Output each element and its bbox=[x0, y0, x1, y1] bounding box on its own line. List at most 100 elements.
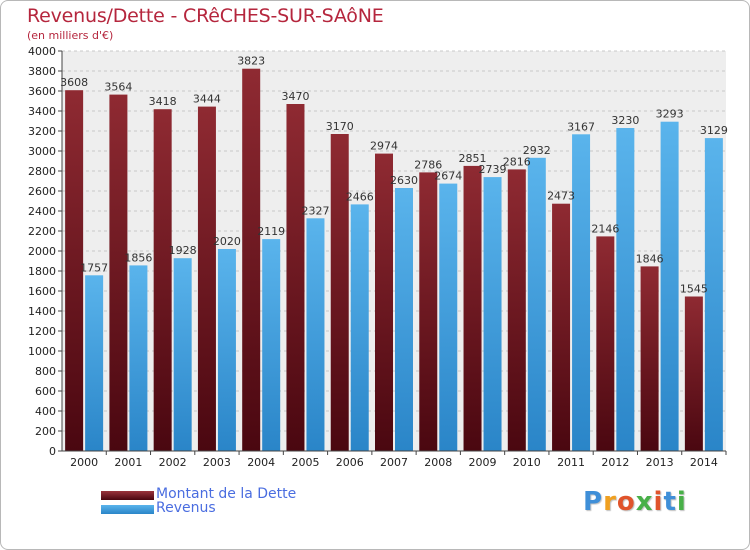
x-tick-label: 2009 bbox=[469, 456, 497, 469]
bar-dette bbox=[330, 134, 349, 451]
bar-dette bbox=[153, 109, 172, 451]
data-label-dette: 3170 bbox=[326, 120, 354, 133]
bar-revenus bbox=[306, 218, 325, 451]
data-label-revenus: 3129 bbox=[700, 124, 728, 137]
data-label-dette: 2816 bbox=[503, 155, 531, 168]
x-tick-label: 2007 bbox=[380, 456, 408, 469]
bar-dette bbox=[463, 165, 482, 451]
data-label-revenus: 2739 bbox=[479, 163, 507, 176]
y-tick-label: 1600 bbox=[28, 285, 56, 298]
data-label-dette: 3444 bbox=[193, 93, 221, 106]
bar-revenus bbox=[85, 275, 104, 451]
bar-revenus bbox=[262, 239, 281, 451]
bar-dette bbox=[596, 236, 615, 451]
y-tick-label: 3600 bbox=[28, 85, 56, 98]
bar-revenus bbox=[616, 128, 635, 451]
x-tick-label: 2014 bbox=[690, 456, 718, 469]
bar-revenus bbox=[129, 265, 148, 451]
data-label-revenus: 2674 bbox=[434, 170, 462, 183]
data-label-dette: 2851 bbox=[459, 152, 487, 165]
data-label-revenus: 2119 bbox=[257, 225, 285, 238]
logo-letter: i bbox=[676, 487, 687, 517]
y-tick-label: 400 bbox=[35, 405, 56, 418]
data-label-dette: 1545 bbox=[680, 283, 708, 296]
bar-dette bbox=[507, 169, 526, 451]
axes bbox=[58, 50, 727, 455]
bar-dette bbox=[419, 172, 438, 451]
bar-revenus bbox=[572, 134, 591, 452]
data-label-revenus: 3293 bbox=[656, 108, 684, 121]
x-tick-label: 2008 bbox=[424, 456, 452, 469]
bar-revenus bbox=[527, 157, 546, 452]
y-tick-label: 3000 bbox=[28, 145, 56, 158]
data-label-dette: 2473 bbox=[547, 190, 575, 203]
labels: 0 200 400 600 800 1000 1200 1400 1600 1800 2000 220… bbox=[28, 45, 728, 469]
bar-revenus bbox=[217, 249, 236, 451]
y-tick-label: 2600 bbox=[28, 185, 56, 198]
data-label-revenus: 1856 bbox=[124, 251, 152, 264]
bar-revenus bbox=[704, 138, 723, 451]
logo-letter: o bbox=[616, 487, 636, 517]
logo-letter: i bbox=[653, 487, 664, 517]
bar-dette bbox=[684, 296, 703, 451]
legend-label-revenus: Revenus bbox=[156, 500, 216, 516]
data-label-revenus: 3230 bbox=[611, 114, 639, 127]
y-tick-label: 2400 bbox=[28, 205, 56, 218]
x-tick-label: 2002 bbox=[159, 456, 187, 469]
data-label-dette: 1846 bbox=[636, 252, 664, 265]
data-label-dette: 2974 bbox=[370, 140, 398, 153]
data-label-revenus: 2932 bbox=[523, 144, 551, 157]
bar-revenus bbox=[173, 258, 192, 451]
bar-revenus bbox=[439, 183, 458, 451]
data-label-dette: 3564 bbox=[104, 81, 132, 94]
data-label-dette: 3608 bbox=[60, 76, 88, 89]
y-tick-label: 2000 bbox=[28, 245, 56, 258]
x-tick-label: 2010 bbox=[513, 456, 541, 469]
x-tick-label: 2012 bbox=[601, 456, 629, 469]
data-label-revenus: 1757 bbox=[80, 261, 108, 274]
y-tick-label: 3200 bbox=[28, 125, 56, 138]
proxiti-logo: Proxiti bbox=[583, 487, 687, 517]
bar-dette bbox=[552, 203, 571, 451]
bar-revenus bbox=[350, 204, 369, 451]
x-tick-label: 2011 bbox=[557, 456, 585, 469]
y-tick-label: 200 bbox=[35, 425, 56, 438]
x-tick-label: 2004 bbox=[247, 456, 275, 469]
y-tick-label: 600 bbox=[35, 385, 56, 398]
data-label-revenus: 2020 bbox=[213, 235, 241, 248]
data-label-revenus: 1928 bbox=[169, 244, 197, 257]
data-label-dette: 2786 bbox=[414, 158, 442, 171]
bars bbox=[65, 68, 723, 452]
data-label-revenus: 2630 bbox=[390, 174, 418, 187]
y-tick-label: 3800 bbox=[28, 65, 56, 78]
x-tick-label: 2013 bbox=[646, 456, 674, 469]
logo-letter: P bbox=[583, 487, 604, 517]
bar-revenus bbox=[483, 177, 502, 451]
logo-letter: r bbox=[603, 487, 617, 517]
logo-letter: x bbox=[635, 487, 654, 517]
x-tick-label: 2001 bbox=[114, 456, 142, 469]
chart-subtitle: (en milliers d'€) bbox=[27, 29, 114, 42]
y-tick-label: 1000 bbox=[28, 345, 56, 358]
bar-dette bbox=[640, 266, 659, 451]
bar-dette bbox=[197, 106, 216, 451]
logo-letter: t bbox=[663, 487, 677, 517]
y-tick-label: 4000 bbox=[28, 45, 56, 58]
y-tick-label: 2200 bbox=[28, 225, 56, 238]
grid-lines bbox=[62, 50, 726, 432]
bar-dette bbox=[65, 90, 84, 451]
x-tick-label: 2003 bbox=[203, 456, 231, 469]
y-tick-label: 800 bbox=[35, 365, 56, 378]
y-tick-label: 1400 bbox=[28, 305, 56, 318]
data-label-dette: 2146 bbox=[591, 222, 619, 235]
bar-dette bbox=[286, 104, 305, 451]
legend-swatch-dette bbox=[101, 491, 154, 500]
bar-revenus bbox=[660, 121, 679, 451]
x-tick-label: 2006 bbox=[336, 456, 364, 469]
data-label-revenus: 3167 bbox=[567, 120, 595, 133]
chart-title: Revenus/Dette - CRêCHES-SUR-SAôNE bbox=[27, 5, 384, 27]
data-label-revenus: 2327 bbox=[301, 204, 329, 217]
y-tick-label: 2800 bbox=[28, 165, 56, 178]
